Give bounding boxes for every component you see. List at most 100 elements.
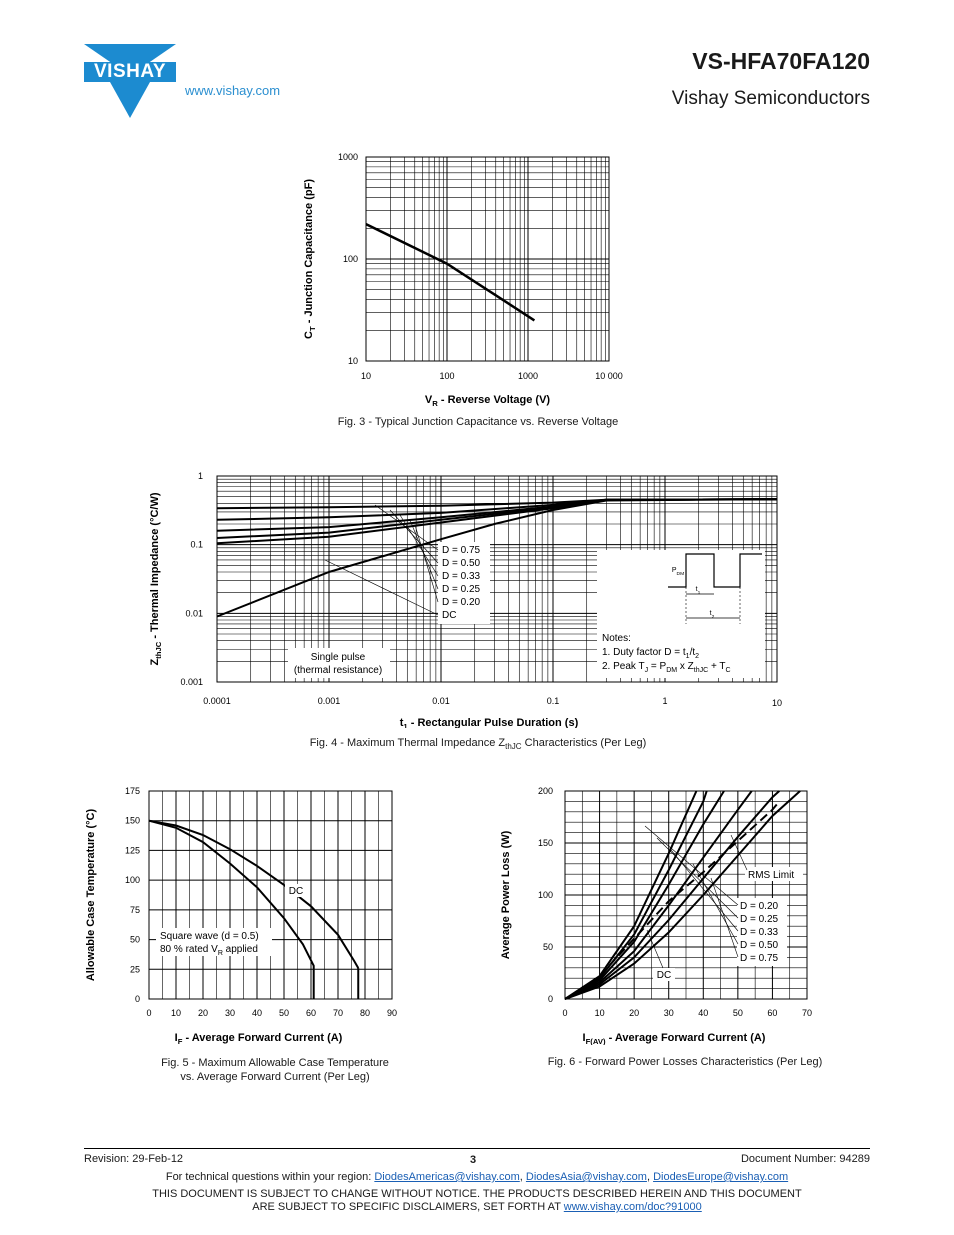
footer-notice-2-pre: ARE SUBJECT TO SPECIFIC DISCLAIMERS, SET… — [252, 1201, 564, 1213]
fig6-dc-label: DC — [657, 970, 671, 981]
fig6-legend-leader — [692, 863, 739, 945]
fig6-caption: Fig. 6 - Forward Power Losses Characteri… — [547, 1056, 823, 1068]
fig5-xtick-label: 40 — [252, 1008, 262, 1018]
fig5-chart: DC Square wave (d = 0.5) 80 % rated VR app… — [80, 780, 420, 1045]
fig4-single-pulse-label: (thermal resistance) — [294, 665, 382, 676]
fig6-rms-box — [745, 867, 803, 881]
fig4-legend-label: D = 0.50 — [442, 558, 481, 569]
fig5-xlabel: IF - Average Forward Current (A) — [175, 1032, 343, 1045]
fig5-xtick-label: 30 — [225, 1008, 235, 1018]
fig6-series-2 — [564, 790, 725, 1000]
fig5-xtick-label: 0 — [146, 1008, 151, 1018]
fig6-chart: RMS Limit D = 0.20 D = 0.25 D = 0.33 D = 0.5… — [495, 780, 825, 1045]
fig6-xlabel: IF(AV) - Average Forward Current (A) — [583, 1032, 766, 1045]
fig3-ytick-label: 100 — [343, 254, 358, 264]
fig4-series-5 — [216, 498, 778, 618]
fig3-xlabel: VR - Reverse Voltage (V) — [425, 394, 551, 408]
footer-sep1: , — [519, 1171, 526, 1183]
fig6-legend-label: D = 0.75 — [740, 953, 779, 964]
fig3-svg: 10 100 1000 10 000 10 100 1000 VR - Reverse Vol… — [303, 152, 623, 408]
fig5-ytick-label: 150 — [125, 816, 140, 826]
fig6-series-0 — [564, 790, 698, 1000]
fig6-ylabel: Average Power Loss (W) — [500, 830, 512, 959]
fig4-legend-box — [438, 542, 490, 624]
fig4-caption-post: Characteristics (Per Leg) — [521, 737, 647, 749]
fig5-svg: DC Square wave (d = 0.5) 80 % rated VR app… — [85, 786, 397, 1045]
fig4-note-2: 2. Peak TJ = PDM x ZthJC + TC — [602, 661, 731, 674]
fig6-ytick-label: 50 — [543, 942, 553, 952]
fig5-xtick-label: 90 — [387, 1008, 397, 1018]
fig6-legend-label: D = 0.25 — [740, 914, 779, 925]
fig5-xtick-label: 80 — [360, 1008, 370, 1018]
fig4-single-pulse-label: Single pulse — [311, 652, 366, 663]
fig4-legend-leader — [399, 514, 439, 577]
vishay-logo-icon — [84, 44, 176, 118]
fig6-xtick-label: 40 — [698, 1008, 708, 1018]
email-europe-link[interactable]: DiodesEurope@vishay.com — [653, 1171, 789, 1183]
fig6-dc-leader — [646, 929, 664, 969]
fig4-ylabel: ZthJC - Thermal Impedance (°C/W) — [149, 492, 163, 665]
footer-revision: Revision: 29-Feb-12 — [84, 1153, 184, 1165]
email-asia-link[interactable]: DiodesAsia@vishay.com — [525, 1171, 647, 1183]
fig4-xlabel: t1 - Rectangular Pulse Duration (s) — [400, 717, 579, 728]
fig6-series-3 — [564, 790, 753, 1000]
fig4-legend-label: DC — [442, 610, 456, 621]
fig5-square-box — [156, 928, 272, 956]
fig6-ytick-label: 100 — [538, 890, 553, 900]
footer-notice-2: ARE SUBJECT TO SPECIFIC DISCLAIMERS, SET… — [0, 1201, 954, 1213]
fig4-xtick-label: 0.1 — [547, 696, 560, 706]
fig6-xtick-label: 50 — [733, 1008, 743, 1018]
fig4-notes-box — [597, 550, 765, 678]
fig4-xtick-label: 1 — [662, 696, 667, 706]
fig4-xtick-label: 0.001 — [318, 696, 341, 706]
fig4-legend-leader — [389, 509, 439, 564]
fig4-ytick-label: 0.01 — [185, 608, 203, 618]
fig6-legend-label: D = 0.33 — [740, 927, 779, 938]
fig6-legend-label: D = 0.20 — [740, 901, 779, 912]
fig5-caption: Fig. 5 - Maximum Allowable Case Temperat… — [110, 1056, 440, 1084]
fig4-legend-label: D = 0.75 — [442, 545, 481, 556]
fig6-legend-leader — [656, 837, 739, 919]
fig4-xtick-label: 10 — [772, 698, 782, 708]
fig6-series-1 — [564, 790, 708, 1000]
fig3-ylabel: CT - Junction Capacitance (pF) — [303, 179, 317, 339]
fig5-series-0 — [148, 819, 360, 969]
fig6-xtick-label: 10 — [595, 1008, 605, 1018]
fig5-xtick-label: 20 — [198, 1008, 208, 1018]
disclaimer-link[interactable]: www.vishay.com/doc?91000 — [563, 1201, 702, 1213]
fig6-xtick-label: 30 — [664, 1008, 674, 1018]
part-number: VS-HFA70FA120 — [692, 48, 870, 74]
fig6-xtick-label: 60 — [767, 1008, 777, 1018]
footer-contact: For technical questions within your regi… — [0, 1171, 954, 1183]
fig3-xtick-label: 1000 — [518, 371, 538, 381]
fig4-chart: D = 0.75 D = 0.50 D = 0.33 D = 0.25 D = 0.20… — [140, 460, 840, 728]
fig6-xtick-label: 20 — [629, 1008, 639, 1018]
header-url-link[interactable]: www.vishay.com — [185, 83, 281, 98]
fig3-ytick-label: 10 — [348, 356, 358, 366]
fig3-caption: Fig. 3 - Typical Junction Capacitance vs… — [337, 416, 619, 428]
fig6-series-4 — [564, 790, 780, 1000]
fig4-svg: D = 0.75 D = 0.50 D = 0.33 D = 0.25 D = 0.20… — [149, 471, 782, 728]
fig6-svg: RMS Limit D = 0.20 D = 0.25 D = 0.33 D = 0.5… — [500, 786, 812, 1045]
fig6-legend-leader — [710, 877, 739, 958]
fig4-notes-title: Notes: — [602, 633, 631, 644]
fig5-ylabel: Allowable Case Temperature (°C) — [85, 809, 97, 982]
fig4-xtick-label: 0.01 — [432, 696, 450, 706]
fig5-dc-label: DC — [289, 886, 303, 897]
fig3-chart: 10 100 1000 10 000 10 100 1000 VR - Reverse Vol… — [290, 145, 670, 415]
fig4-inset-t1-label: t1 — [696, 586, 701, 596]
email-americas-link[interactable]: DiodesAmericas@vishay.com — [374, 1171, 520, 1183]
fig6-series-5 — [564, 790, 801, 1000]
fig5-ytick-label: 175 — [125, 786, 140, 796]
fig3-xtick-label: 10 — [361, 371, 371, 381]
fig5-xtick-label: 50 — [279, 1008, 289, 1018]
fig6-ytick-label: 0 — [548, 994, 553, 1004]
fig6-rms-leader — [730, 834, 748, 871]
fig4-single-pulse-box — [288, 648, 390, 678]
fig5-square-label-1: Square wave (d = 0.5) — [160, 931, 259, 942]
fig3-xtick-label: 10 000 — [595, 371, 623, 381]
fig5-ytick-label: 125 — [125, 845, 140, 855]
fig4-legend-label: D = 0.20 — [442, 597, 481, 608]
fig6-dc-box — [653, 968, 675, 981]
fig4-caption-sub: thJC — [505, 742, 522, 752]
